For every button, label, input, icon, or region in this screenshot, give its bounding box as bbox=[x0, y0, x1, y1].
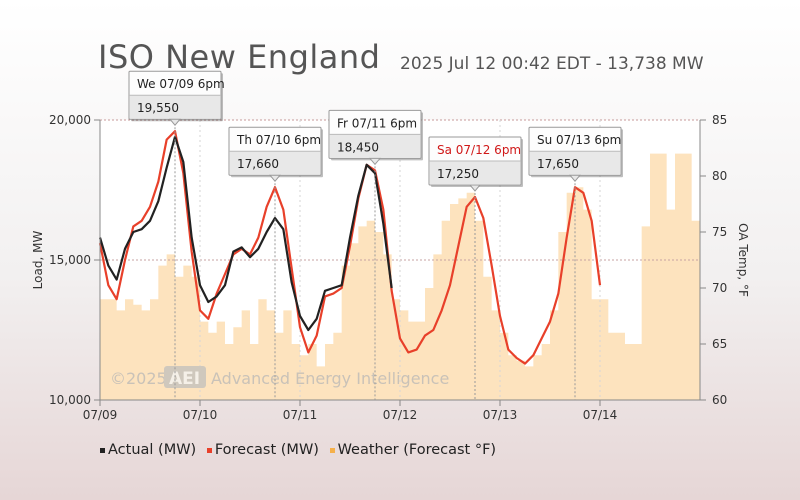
y2-tick-label: 65 bbox=[712, 337, 727, 351]
y2-tick-label: 70 bbox=[712, 281, 727, 295]
callout-value: 17,650 bbox=[537, 157, 579, 171]
y-tick-label: 10,000 bbox=[49, 393, 91, 407]
callout-pointer bbox=[568, 174, 582, 182]
legend-swatch-forecast bbox=[206, 447, 212, 453]
legend-swatch-weather bbox=[329, 447, 335, 453]
callout-value: 17,660 bbox=[237, 157, 279, 171]
callout-value-band bbox=[130, 95, 220, 119]
legend-label-weather: Weather (Forecast °F) bbox=[337, 442, 497, 458]
callout-label: Sa 07/12 6pm bbox=[437, 143, 521, 157]
callout-label: We 07/09 6pm bbox=[137, 77, 225, 91]
peak-callout: Su 07/13 6pm 17,650 bbox=[528, 126, 623, 400]
weather-series-area bbox=[100, 153, 700, 400]
callout-value: 19,550 bbox=[137, 101, 179, 115]
callout-pointer bbox=[268, 174, 282, 182]
callout-label: Su 07/13 6pm bbox=[537, 133, 621, 147]
watermark-logo: AEI bbox=[169, 369, 200, 389]
y-tick-label: 20,000 bbox=[49, 113, 91, 127]
callout-value-band bbox=[330, 134, 420, 158]
peak-callout: Sa 07/12 6pm 17,250 bbox=[428, 136, 523, 400]
callout-pointer bbox=[368, 157, 382, 166]
y2-tick-label: 80 bbox=[712, 169, 727, 183]
x-tick-label: 07/12 bbox=[383, 408, 418, 422]
peak-callout: Th 07/10 6pm 17,660 bbox=[228, 126, 323, 400]
forecast-series-line bbox=[98, 130, 602, 365]
watermark-company: Advanced Energy Intelligence bbox=[211, 369, 449, 388]
y2-tick-label: 75 bbox=[712, 225, 727, 239]
legend-item-weather[interactable]: Weather (Forecast °F) bbox=[329, 442, 497, 458]
callout-value-band bbox=[230, 151, 320, 175]
actual-series-line bbox=[98, 135, 393, 332]
callout-value-band bbox=[530, 151, 620, 175]
chart-legend: Actual (MW) Forecast (MW) Weather (Forec… bbox=[100, 442, 502, 458]
y2-tick-label: 85 bbox=[712, 113, 727, 127]
callout-label: Th 07/10 6pm bbox=[236, 133, 321, 147]
chart-subtitle: 2025 Jul 12 00:42 EDT - 13,738 MW bbox=[400, 54, 704, 74]
y2-axis-title: OA Temp, °F bbox=[736, 223, 750, 297]
x-tick-label: 07/11 bbox=[283, 408, 318, 422]
legend-label-forecast: Forecast (MW) bbox=[214, 442, 319, 458]
callout-value: 18,450 bbox=[337, 140, 379, 154]
callout-value-band bbox=[430, 161, 520, 184]
legend-item-actual[interactable]: Actual (MW) bbox=[100, 442, 196, 458]
y-tick-label: 15,000 bbox=[49, 253, 91, 267]
peak-callout: Fr 07/11 6pm 18,450 bbox=[328, 109, 423, 400]
callout-pointer bbox=[468, 184, 482, 192]
x-tick-label: 07/10 bbox=[183, 408, 218, 422]
x-tick-label: 07/13 bbox=[483, 408, 518, 422]
legend-swatch-actual bbox=[100, 447, 105, 453]
y-axis-title: Load, MW bbox=[31, 231, 45, 290]
y2-tick-label: 60 bbox=[712, 393, 727, 407]
x-tick-label: 07/14 bbox=[583, 408, 618, 422]
callout-pointer bbox=[168, 118, 182, 126]
peak-callout: We 07/09 6pm 19,550 bbox=[128, 70, 225, 400]
watermark-year: ©2025 bbox=[110, 369, 167, 388]
legend-item-forecast[interactable]: Forecast (MW) bbox=[206, 442, 319, 458]
legend-label-actual: Actual (MW) bbox=[108, 442, 197, 458]
callout-value: 17,250 bbox=[437, 167, 479, 181]
x-tick-label: 07/09 bbox=[83, 408, 118, 422]
callout-label: Fr 07/11 6pm bbox=[337, 116, 417, 130]
chart-title: ISO New England bbox=[98, 38, 381, 76]
